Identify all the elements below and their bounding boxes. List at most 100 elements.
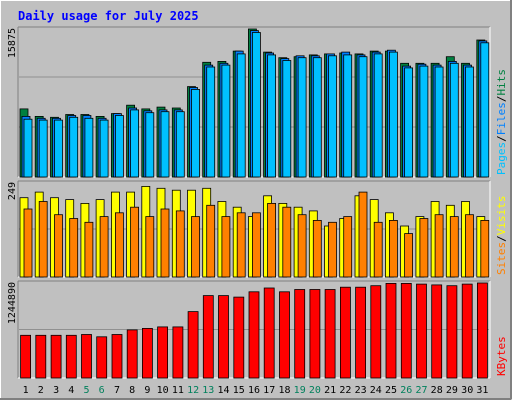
bar-kbytes-day-17 bbox=[263, 287, 275, 379]
bar-pages-day-31 bbox=[480, 42, 490, 178]
bar-sites-day-21 bbox=[328, 221, 337, 278]
bar-sites-day-9 bbox=[145, 216, 155, 278]
bar-kbytes-day-2 bbox=[35, 334, 47, 379]
bar-kbytes-day-18 bbox=[279, 291, 290, 379]
bar-sites-day-22 bbox=[343, 216, 353, 278]
bar-sites-day-11 bbox=[175, 210, 185, 278]
bar-pages-day-27 bbox=[419, 65, 429, 178]
bar-kbytes-day-21 bbox=[324, 289, 336, 379]
bar-kbytes-day-8 bbox=[126, 329, 138, 379]
x-tick-label: 3 bbox=[53, 385, 59, 396]
bar-kbytes-day-31 bbox=[476, 282, 488, 379]
x-tick-label: 31 bbox=[476, 385, 488, 396]
x-tick-label: 27 bbox=[415, 385, 427, 396]
bar-kbytes-day-16 bbox=[248, 291, 260, 379]
y-axis-max-label: 15875 bbox=[7, 28, 18, 58]
x-tick-label: 25 bbox=[385, 385, 397, 396]
bar-sites-day-15 bbox=[236, 212, 246, 278]
bar-kbytes-day-20 bbox=[309, 289, 321, 379]
panel-kbytes: 1244890 KBytes bbox=[7, 280, 508, 379]
bar-pages-day-16 bbox=[251, 32, 261, 178]
bar-pages-day-12 bbox=[191, 89, 200, 178]
bar-kbytes-day-5 bbox=[81, 334, 92, 379]
bar-sites-day-29 bbox=[449, 216, 459, 278]
bar-sites-day-6 bbox=[99, 216, 109, 278]
bar-sites-day-27 bbox=[419, 218, 429, 278]
bar-sites-day-20 bbox=[312, 219, 322, 278]
bar-sites-day-2 bbox=[38, 201, 48, 278]
chart-panels: 15875Pages/Files/Hits249Sites/Visits1244… bbox=[7, 26, 508, 379]
panel-visits-sites: 249 Sites/Visits bbox=[7, 180, 508, 278]
bar-kbytes-day-3 bbox=[50, 334, 62, 379]
legend-separator: / bbox=[495, 135, 508, 142]
bar-sites-day-25 bbox=[388, 219, 398, 278]
bar-pages-day-9 bbox=[145, 112, 155, 178]
bar-sites-day-18 bbox=[282, 206, 292, 278]
bar-sites-day-30 bbox=[465, 214, 474, 278]
x-tick-label: 1 bbox=[23, 385, 29, 396]
x-tick-label: 19 bbox=[294, 385, 306, 396]
bar-kbytes-day-23 bbox=[355, 286, 367, 379]
bar-sites-day-10 bbox=[160, 208, 170, 278]
x-tick-label: 22 bbox=[339, 385, 351, 396]
bar-kbytes-day-25 bbox=[385, 282, 397, 379]
bar-sites-day-5 bbox=[84, 221, 94, 278]
bar-pages-day-24 bbox=[373, 53, 383, 178]
bar-pages-day-14 bbox=[221, 64, 231, 178]
bar-sites-day-28 bbox=[434, 214, 444, 278]
x-tick-label: 12 bbox=[187, 385, 199, 396]
bar-kbytes-day-12 bbox=[187, 311, 199, 379]
bar-pages-day-19 bbox=[297, 57, 307, 178]
bar-pages-day-22 bbox=[343, 54, 353, 178]
x-tick-label: 15 bbox=[233, 385, 245, 396]
bar-sites-day-23 bbox=[358, 191, 368, 278]
x-tick-label: 5 bbox=[83, 385, 89, 396]
legend-hits: Hits bbox=[495, 69, 508, 96]
bar-sites-day-19 bbox=[297, 214, 307, 278]
bar-sites-day-13 bbox=[206, 204, 216, 278]
legend-label: Sites/Visits bbox=[495, 196, 508, 276]
legend-files: Files bbox=[495, 102, 508, 135]
bar-sites-day-8 bbox=[130, 206, 140, 278]
bar-sites-day-12 bbox=[191, 216, 200, 278]
x-tick-label: 11 bbox=[172, 385, 184, 396]
legend-pages: Pages bbox=[495, 142, 508, 175]
bar-sites-day-26 bbox=[404, 233, 414, 278]
x-tick-label: 16 bbox=[248, 385, 260, 396]
bar-kbytes-day-4 bbox=[65, 334, 77, 379]
bar-sites-day-17 bbox=[267, 202, 277, 278]
bar-pages-day-7 bbox=[115, 115, 124, 178]
bar-sites-day-24 bbox=[373, 221, 383, 278]
bar-kbytes-day-29 bbox=[446, 285, 458, 379]
bar-pages-day-3 bbox=[54, 119, 63, 178]
bar-pages-day-11 bbox=[175, 111, 185, 178]
bar-sites-day-4 bbox=[69, 218, 79, 278]
bar-pages-day-15 bbox=[236, 53, 246, 178]
bar-pages-day-1 bbox=[23, 118, 33, 178]
legend-visits: Visits bbox=[495, 196, 508, 236]
bar-kbytes-day-28 bbox=[431, 284, 443, 379]
x-tick-label: 8 bbox=[129, 385, 135, 396]
x-tick-label: 6 bbox=[99, 385, 105, 396]
x-tick-label: 9 bbox=[144, 385, 150, 396]
x-tick-label: 13 bbox=[202, 385, 214, 396]
bar-pages-day-20 bbox=[312, 57, 322, 178]
x-tick-label: 29 bbox=[446, 385, 458, 396]
x-tick-label: 18 bbox=[278, 385, 290, 396]
bar-kbytes-day-24 bbox=[370, 285, 382, 379]
legend-sites: Sites bbox=[495, 242, 508, 275]
bar-kbytes-day-30 bbox=[461, 283, 473, 379]
bar-kbytes-day-26 bbox=[400, 282, 412, 379]
x-tick-label: 10 bbox=[157, 385, 169, 396]
bar-pages-day-17 bbox=[267, 54, 277, 178]
bar-kbytes-day-9 bbox=[141, 327, 153, 379]
x-tick-label: 21 bbox=[324, 385, 336, 396]
bar-pages-day-28 bbox=[434, 66, 444, 178]
bar-sites-day-3 bbox=[54, 214, 63, 278]
x-tick-label: 17 bbox=[263, 385, 275, 396]
x-tick-label: 2 bbox=[38, 385, 44, 396]
bar-pages-day-26 bbox=[404, 67, 414, 178]
